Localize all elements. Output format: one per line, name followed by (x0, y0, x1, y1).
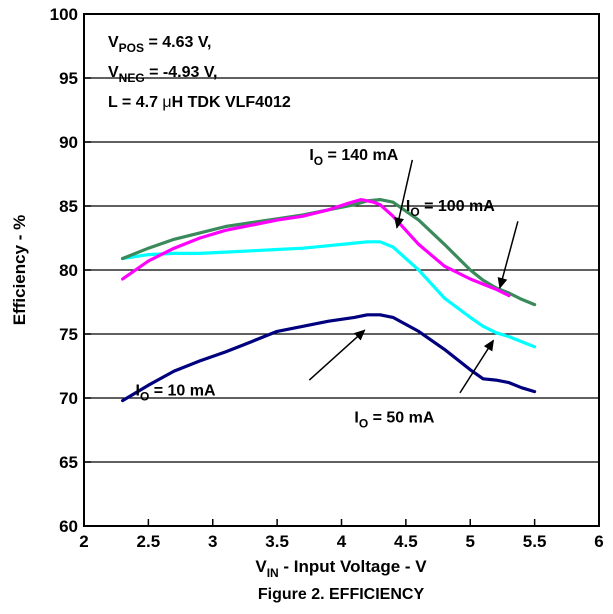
x-axis-title: VIN - Input Voltage - V (255, 557, 427, 580)
x-tick-label: 5.5 (523, 532, 547, 551)
y-tick-label: 65 (59, 453, 78, 472)
x-tick-label: 3.5 (265, 532, 289, 551)
x-tick-label: 4.5 (394, 532, 418, 551)
y-tick-label: 90 (59, 133, 78, 152)
y-tick-labels: 60 65 70 75 80 85 90 95 100 (50, 5, 78, 536)
condition-line: L = 4.7 μH TDK VLF4012 (108, 94, 291, 111)
y-tick-label: 60 (59, 517, 78, 536)
y-tick-label: 95 (59, 69, 78, 88)
x-tick-label: 6 (594, 532, 603, 551)
y-tick-label: 70 (59, 389, 78, 408)
x-tick-labels: 2 2.5 3 3.5 4 4.5 5 5.5 6 (79, 532, 603, 551)
x-tick-label: 2.5 (137, 532, 161, 551)
figure-caption: Figure 2. EFFICIENCY (258, 586, 425, 603)
x-tick-label: 2 (79, 532, 88, 551)
y-tick-label: 100 (50, 5, 78, 24)
y-tick-label: 80 (59, 261, 78, 280)
x-tick-label: 5 (466, 532, 475, 551)
y-tick-label: 85 (59, 197, 78, 216)
x-tick-label: 4 (337, 532, 347, 551)
x-tick-label: 3 (208, 532, 217, 551)
y-tick-label: 75 (59, 325, 78, 344)
y-axis-title: Efficiency - % (10, 215, 29, 326)
